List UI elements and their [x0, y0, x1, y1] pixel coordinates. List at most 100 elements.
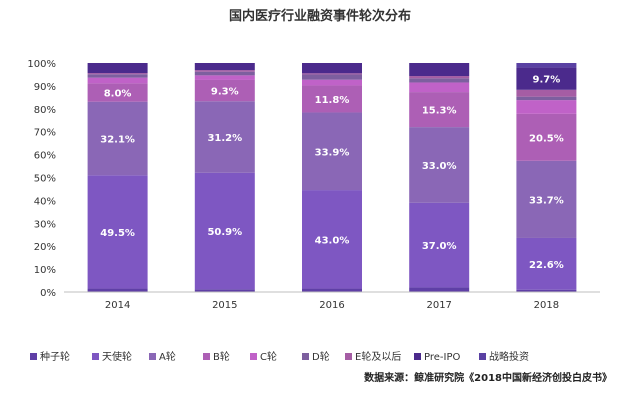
bar-segment: [516, 100, 577, 114]
data-label: 8.0%: [104, 89, 132, 100]
bar-segment: [302, 85, 362, 113]
legend: 种子轮 天使轮 A轮 B轮 C轮 D轮 E轮及以后 Pre-IPO 战略投资: [30, 350, 529, 363]
bar-segment: [409, 76, 470, 79]
x-tick-label: 2017: [426, 300, 451, 311]
legend-swatch: [250, 353, 257, 360]
data-label: 43.0%: [315, 235, 350, 246]
data-label: 31.2%: [207, 133, 242, 144]
y-tick-label: 70%: [34, 128, 56, 139]
legend-swatch: [414, 353, 421, 360]
bar-segment: [87, 101, 148, 176]
data-label: 49.5%: [100, 228, 135, 239]
bar-segment: [302, 288, 362, 292]
bar-segment: [516, 160, 577, 238]
y-tick-label: 10%: [34, 265, 56, 276]
data-label: 20.5%: [529, 133, 564, 144]
y-tick-label: 100%: [27, 59, 56, 70]
data-label: 32.1%: [100, 134, 135, 145]
bar-segment: [87, 288, 148, 292]
legend-label: Pre-IPO: [424, 352, 460, 363]
legend-label: D轮: [312, 350, 330, 363]
legend-swatch: [302, 353, 309, 360]
legend-swatch: [203, 353, 210, 360]
bar-segment: [194, 289, 255, 292]
legend-swatch: [345, 353, 352, 360]
legend-label: 战略投资: [489, 350, 529, 363]
y-tick-label: 60%: [34, 151, 56, 162]
legend-label: A轮: [159, 350, 176, 363]
bar-segment: [409, 78, 470, 83]
bar-segment: [87, 63, 148, 74]
bar-segment: [516, 96, 577, 101]
x-tick-label: 2015: [212, 300, 237, 311]
bar-segment: [302, 74, 362, 80]
bar-segment: [302, 79, 362, 86]
bar-segment: [516, 289, 577, 292]
data-label: 50.9%: [207, 227, 242, 238]
legend-swatch: [479, 353, 486, 360]
bar-segment: [409, 63, 470, 77]
bar-segment: [194, 71, 255, 76]
bar-segment: [194, 70, 255, 72]
legend-label: 种子轮: [40, 350, 70, 363]
legend-label: E轮及以后: [355, 350, 401, 363]
data-label: 33.7%: [529, 195, 564, 206]
legend-label: B轮: [213, 350, 230, 363]
data-label: 33.0%: [422, 161, 457, 172]
data-label: 22.6%: [529, 260, 564, 271]
data-label: 33.9%: [315, 147, 350, 158]
data-label: 37.0%: [422, 241, 457, 252]
bar-segment: [87, 175, 148, 289]
y-tick-label: 50%: [34, 174, 56, 185]
bars-group: [87, 63, 577, 292]
bar-segment: [516, 237, 577, 290]
bar-segment: [194, 172, 255, 290]
y-tick-label: 30%: [34, 219, 56, 230]
x-axis: 2014 2015 2016 2017 2018: [64, 291, 600, 311]
bar-segment: [302, 73, 362, 75]
bar-segment: [516, 67, 577, 90]
x-tick-label: 2018: [534, 300, 559, 311]
bar-segment: [302, 190, 362, 289]
source-note: 数据来源：鲸准研究院《2018中国新经济创投白皮书》: [364, 371, 612, 384]
bar-segment: [409, 82, 470, 93]
bar-segment: [516, 113, 577, 161]
bar-segment: [409, 202, 470, 288]
y-tick-label: 20%: [34, 242, 56, 253]
legend-swatch: [30, 353, 37, 360]
x-tick-label: 2014: [105, 300, 130, 311]
bar-segment: [194, 63, 255, 71]
bar-segment: [194, 75, 255, 80]
bar-segment: [194, 101, 255, 173]
y-tick-label: 80%: [34, 105, 56, 116]
x-tick-label: 2016: [319, 300, 344, 311]
legend-swatch: [92, 353, 99, 360]
bar-segment: [302, 112, 362, 191]
bar-segment: [516, 89, 577, 97]
bar-segment: [409, 127, 470, 203]
bar-segment: [87, 73, 148, 75]
bar-segment: [409, 287, 470, 292]
bar-segment: [87, 77, 148, 84]
bar-segment: [409, 92, 470, 128]
bar-segment: [87, 74, 148, 78]
data-label: 11.8%: [315, 95, 350, 106]
chart-title: 国内医疗行业融资事件轮次分布: [229, 8, 411, 24]
y-tick-label: 0%: [40, 288, 56, 299]
y-axis: 0% 10% 20% 30% 40% 50% 60% 70% 80% 90% 100%: [27, 59, 56, 299]
data-label: 9.3%: [211, 87, 239, 98]
bar-segment: [516, 63, 577, 68]
bar-segment: [194, 79, 255, 102]
y-tick-label: 40%: [34, 196, 56, 207]
data-labels-group: 49.5% 32.1% 8.0% 50.9% 31.2% 9.3% 43.0% 33.9% 11…: [100, 75, 564, 271]
y-tick-label: 90%: [34, 82, 56, 93]
bar-segment: [87, 83, 148, 102]
legend-label: C轮: [260, 350, 277, 363]
data-label: 15.3%: [422, 106, 457, 117]
legend-swatch: [149, 353, 156, 360]
data-label: 9.7%: [533, 75, 561, 86]
bar-segment: [302, 63, 362, 74]
legend-label: 天使轮: [102, 350, 132, 363]
